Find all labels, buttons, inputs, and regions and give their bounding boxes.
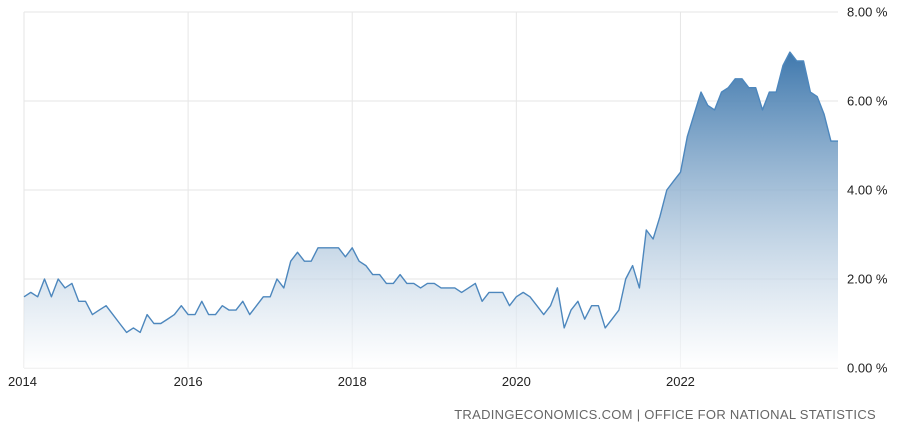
data-area: [23, 51, 839, 368]
y-tick-label: 6.00 %: [847, 94, 888, 109]
y-tick-label: 8.00 %: [847, 5, 888, 20]
axes: 0.00 % 2.00 % 4.00 % 6.00 % 8.00 % 2014 2016 20…: [8, 5, 888, 390]
y-tick-label: 0.00 %: [847, 361, 888, 376]
x-tick-label: 2022: [666, 374, 695, 389]
source-attribution[interactable]: TRADINGECONOMICS.COM | OFFICE FOR NATION…: [454, 407, 876, 422]
x-tick-label: 2020: [502, 374, 531, 389]
x-tick-label: 2018: [338, 374, 367, 389]
x-tick-label: 2016: [174, 374, 203, 389]
series-area-fill: [24, 52, 838, 368]
y-tick-label: 4.00 %: [847, 183, 888, 198]
series-line: [23, 51, 839, 334]
y-tick-label: 2.00 %: [847, 272, 888, 287]
x-tick-label: 2014: [8, 374, 37, 389]
